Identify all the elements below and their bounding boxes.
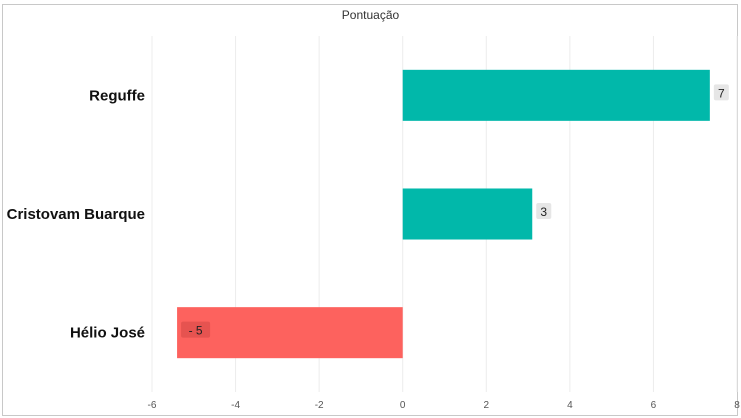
x-tick-label: 8	[734, 400, 740, 411]
bars	[177, 69, 710, 359]
x-tick-label: -2	[315, 400, 324, 411]
chart-title: Pontuação	[341, 8, 400, 22]
x-tick-label: 4	[567, 400, 573, 411]
x-tick-label: 2	[484, 400, 490, 411]
x-axis-ticks: -6 -4 -2 0 2 4 6 8	[148, 400, 741, 411]
data-label-background	[713, 84, 729, 101]
data-label: - 5	[189, 324, 203, 338]
category-label: Cristovam Buarque	[7, 206, 145, 223]
data-label-background	[181, 321, 211, 338]
data-label: 7	[718, 86, 725, 100]
bar[interactable]	[402, 188, 533, 240]
category-label: Reguffe	[89, 87, 145, 104]
category-labels: Reguffe Cristovam Buarque Hélio José	[7, 87, 145, 341]
bar[interactable]	[177, 307, 403, 359]
x-tick-label: -6	[148, 400, 157, 411]
x-tick-label: 0	[400, 400, 406, 411]
data-label: 3	[540, 205, 547, 219]
category-label: Hélio José	[70, 325, 145, 342]
data-label-background	[536, 203, 552, 219]
bar[interactable]	[402, 69, 710, 121]
data-labels: 7 3 - 5	[181, 84, 729, 338]
x-tick-label: -4	[231, 400, 240, 411]
x-tick-label: 6	[651, 400, 657, 411]
